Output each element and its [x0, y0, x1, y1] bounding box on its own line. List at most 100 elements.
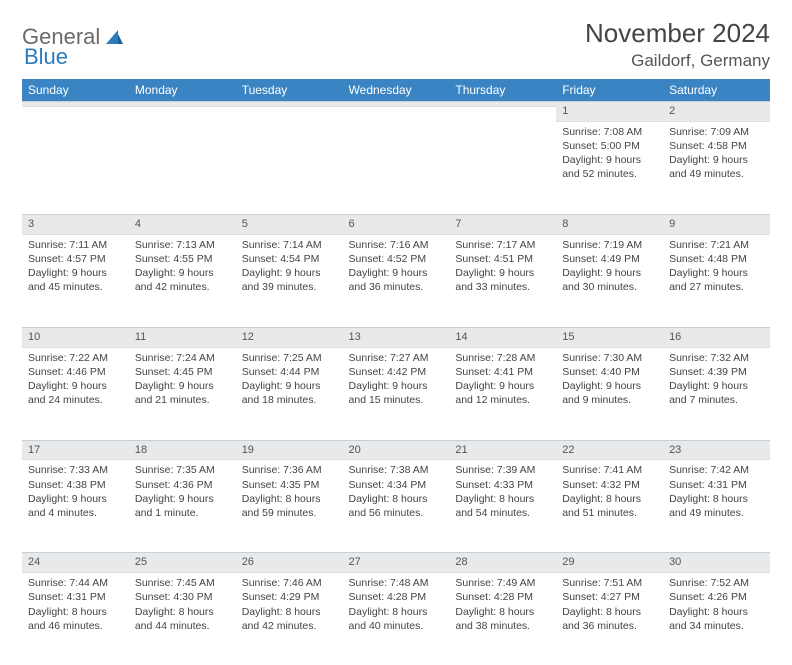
day-cell: Sunrise: 7:21 AMSunset: 4:48 PMDaylight:… [663, 235, 770, 327]
day-number: 22 [556, 440, 663, 461]
daylight-text: Daylight: 8 hours and 46 minutes. [28, 605, 123, 633]
day-number-row: 17181920212223 [22, 440, 770, 461]
day-number: 5 [236, 214, 343, 235]
day-number: 15 [556, 327, 663, 348]
day-header: Friday [556, 79, 663, 101]
daylight-text: Daylight: 8 hours and 40 minutes. [349, 605, 444, 633]
day-number: 14 [449, 327, 556, 348]
sunset-text: Sunset: 4:33 PM [455, 478, 550, 492]
daylight-text: Daylight: 9 hours and 42 minutes. [135, 266, 230, 294]
day-number-cell: 11 [129, 327, 236, 348]
daylight-text: Daylight: 8 hours and 59 minutes. [242, 492, 337, 520]
sunrise-text: Sunrise: 7:30 AM [562, 351, 657, 365]
day-body: Sunrise: 7:38 AMSunset: 4:34 PMDaylight:… [343, 460, 450, 526]
sunset-text: Sunset: 4:35 PM [242, 478, 337, 492]
day-body: Sunrise: 7:41 AMSunset: 4:32 PMDaylight:… [556, 460, 663, 526]
day-body: Sunrise: 7:14 AMSunset: 4:54 PMDaylight:… [236, 235, 343, 301]
day-header: Sunday [22, 79, 129, 101]
daylight-text: Daylight: 9 hours and 9 minutes. [562, 379, 657, 407]
sunset-text: Sunset: 4:58 PM [669, 139, 764, 153]
day-number-cell: 21 [449, 440, 556, 461]
day-number [236, 101, 343, 107]
day-number-cell: 23 [663, 440, 770, 461]
day-cell: Sunrise: 7:41 AMSunset: 4:32 PMDaylight:… [556, 460, 663, 552]
sunset-text: Sunset: 4:44 PM [242, 365, 337, 379]
daylight-text: Daylight: 9 hours and 12 minutes. [455, 379, 550, 407]
day-cell: Sunrise: 7:28 AMSunset: 4:41 PMDaylight:… [449, 348, 556, 440]
day-header-row: Sunday Monday Tuesday Wednesday Thursday… [22, 79, 770, 101]
day-cell: Sunrise: 7:36 AMSunset: 4:35 PMDaylight:… [236, 460, 343, 552]
calendar-body: 12Sunrise: 7:08 AMSunset: 5:00 PMDayligh… [22, 101, 770, 665]
sunset-text: Sunset: 4:48 PM [669, 252, 764, 266]
day-cell: Sunrise: 7:24 AMSunset: 4:45 PMDaylight:… [129, 348, 236, 440]
daylight-text: Daylight: 9 hours and 15 minutes. [349, 379, 444, 407]
day-body: Sunrise: 7:46 AMSunset: 4:29 PMDaylight:… [236, 573, 343, 639]
day-number: 10 [22, 327, 129, 348]
day-cell: Sunrise: 7:51 AMSunset: 4:27 PMDaylight:… [556, 573, 663, 665]
sunrise-text: Sunrise: 7:41 AM [562, 463, 657, 477]
sunset-text: Sunset: 4:41 PM [455, 365, 550, 379]
day-number-cell [129, 101, 236, 122]
day-number: 21 [449, 440, 556, 461]
day-number-cell: 3 [22, 214, 129, 235]
day-number-cell: 18 [129, 440, 236, 461]
day-number-row: 10111213141516 [22, 327, 770, 348]
day-number-row: 12 [22, 101, 770, 122]
daylight-text: Daylight: 9 hours and 21 minutes. [135, 379, 230, 407]
sunrise-text: Sunrise: 7:27 AM [349, 351, 444, 365]
calendar-page: General November 2024 Gaildorf, Germany … [0, 0, 792, 665]
day-number: 30 [663, 552, 770, 573]
day-cell [22, 122, 129, 214]
sunrise-text: Sunrise: 7:11 AM [28, 238, 123, 252]
day-number: 18 [129, 440, 236, 461]
day-number-cell: 22 [556, 440, 663, 461]
day-number-cell [449, 101, 556, 122]
day-number: 2 [663, 101, 770, 122]
sunrise-text: Sunrise: 7:39 AM [455, 463, 550, 477]
day-number-cell: 2 [663, 101, 770, 122]
daylight-text: Daylight: 8 hours and 49 minutes. [669, 492, 764, 520]
sunrise-text: Sunrise: 7:38 AM [349, 463, 444, 477]
day-number: 13 [343, 327, 450, 348]
day-number: 23 [663, 440, 770, 461]
daylight-text: Daylight: 8 hours and 56 minutes. [349, 492, 444, 520]
day-cell [343, 122, 450, 214]
day-body: Sunrise: 7:28 AMSunset: 4:41 PMDaylight:… [449, 348, 556, 414]
sunrise-text: Sunrise: 7:19 AM [562, 238, 657, 252]
day-number: 3 [22, 214, 129, 235]
day-cell: Sunrise: 7:19 AMSunset: 4:49 PMDaylight:… [556, 235, 663, 327]
sunset-text: Sunset: 4:38 PM [28, 478, 123, 492]
daylight-text: Daylight: 8 hours and 38 minutes. [455, 605, 550, 633]
day-number: 11 [129, 327, 236, 348]
day-number: 28 [449, 552, 556, 573]
day-number [129, 101, 236, 107]
day-number-row: 24252627282930 [22, 552, 770, 573]
day-number-cell: 6 [343, 214, 450, 235]
day-cell: Sunrise: 7:45 AMSunset: 4:30 PMDaylight:… [129, 573, 236, 665]
day-cell: Sunrise: 7:52 AMSunset: 4:26 PMDaylight:… [663, 573, 770, 665]
sunrise-text: Sunrise: 7:44 AM [28, 576, 123, 590]
sunrise-text: Sunrise: 7:45 AM [135, 576, 230, 590]
day-cell: Sunrise: 7:16 AMSunset: 4:52 PMDaylight:… [343, 235, 450, 327]
day-number-cell: 1 [556, 101, 663, 122]
day-cell: Sunrise: 7:14 AMSunset: 4:54 PMDaylight:… [236, 235, 343, 327]
day-body: Sunrise: 7:35 AMSunset: 4:36 PMDaylight:… [129, 460, 236, 526]
day-body: Sunrise: 7:33 AMSunset: 4:38 PMDaylight:… [22, 460, 129, 526]
day-body: Sunrise: 7:52 AMSunset: 4:26 PMDaylight:… [663, 573, 770, 639]
day-body: Sunrise: 7:16 AMSunset: 4:52 PMDaylight:… [343, 235, 450, 301]
day-cell: Sunrise: 7:48 AMSunset: 4:28 PMDaylight:… [343, 573, 450, 665]
day-body: Sunrise: 7:32 AMSunset: 4:39 PMDaylight:… [663, 348, 770, 414]
day-number-cell: 19 [236, 440, 343, 461]
daylight-text: Daylight: 9 hours and 45 minutes. [28, 266, 123, 294]
day-number-cell: 29 [556, 552, 663, 573]
day-cell [449, 122, 556, 214]
sunset-text: Sunset: 4:57 PM [28, 252, 123, 266]
logo-word-2: Blue [24, 44, 68, 70]
day-number-cell: 4 [129, 214, 236, 235]
day-body: Sunrise: 7:22 AMSunset: 4:46 PMDaylight:… [22, 348, 129, 414]
sunset-text: Sunset: 4:34 PM [349, 478, 444, 492]
daylight-text: Daylight: 9 hours and 24 minutes. [28, 379, 123, 407]
day-number: 25 [129, 552, 236, 573]
day-number: 12 [236, 327, 343, 348]
day-cell: Sunrise: 7:49 AMSunset: 4:28 PMDaylight:… [449, 573, 556, 665]
